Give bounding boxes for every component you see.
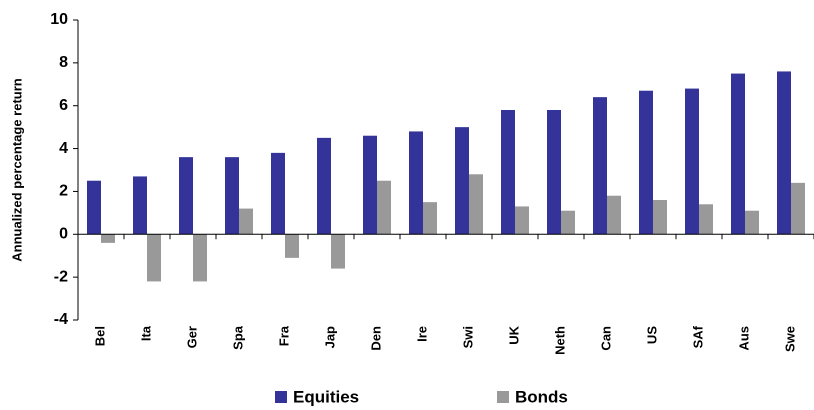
x-tick-label: Jap bbox=[322, 326, 337, 348]
x-tick-label: Fra bbox=[276, 325, 291, 346]
x-tick-label: Swe bbox=[782, 326, 797, 352]
bar bbox=[363, 135, 377, 235]
y-tick-label: 4 bbox=[59, 140, 68, 157]
y-tick-label: 0 bbox=[59, 226, 68, 243]
bar bbox=[745, 210, 759, 235]
bar bbox=[101, 234, 115, 243]
bar bbox=[777, 71, 791, 235]
legend-swatch bbox=[275, 391, 287, 403]
y-tick-label: 2 bbox=[59, 183, 68, 200]
bar bbox=[685, 88, 699, 235]
bar bbox=[331, 234, 345, 269]
x-tick-label: Spa bbox=[230, 325, 245, 350]
bar bbox=[561, 210, 575, 235]
y-tick-label: -2 bbox=[54, 268, 68, 285]
bar bbox=[179, 157, 193, 235]
bar bbox=[639, 90, 653, 235]
bar bbox=[317, 137, 331, 235]
bar bbox=[87, 180, 101, 235]
bar bbox=[147, 234, 161, 282]
bar bbox=[501, 110, 515, 235]
y-axis-label: Annualized percentage return bbox=[9, 78, 24, 262]
bar bbox=[271, 152, 285, 235]
bar bbox=[225, 157, 239, 235]
bar bbox=[193, 234, 207, 282]
x-tick-label: Ita bbox=[138, 325, 153, 341]
bar bbox=[285, 234, 299, 258]
x-tick-label: Can bbox=[598, 326, 613, 351]
y-tick-label: 6 bbox=[59, 97, 68, 114]
x-tick-label: Aus bbox=[736, 326, 751, 351]
bar bbox=[133, 176, 147, 235]
x-tick-label: US bbox=[644, 326, 659, 344]
bar bbox=[409, 131, 423, 235]
x-tick-label: Neth bbox=[552, 326, 567, 355]
x-tick-label: UK bbox=[506, 325, 521, 344]
y-tick-label: -4 bbox=[54, 311, 68, 328]
bar bbox=[377, 180, 391, 235]
x-tick-label: Ger bbox=[184, 326, 199, 348]
x-tick-label: SAf bbox=[690, 325, 705, 348]
bar bbox=[423, 202, 437, 235]
x-tick-label: Swi bbox=[460, 326, 475, 348]
y-tick-label: 10 bbox=[50, 11, 68, 28]
bar bbox=[547, 110, 561, 235]
bar bbox=[469, 174, 483, 235]
bar bbox=[593, 97, 607, 235]
y-tick-label: 8 bbox=[59, 54, 68, 71]
bar bbox=[607, 195, 621, 235]
legend-swatch bbox=[497, 391, 509, 403]
legend-label: Bonds bbox=[515, 387, 568, 406]
bar bbox=[239, 208, 253, 235]
bar bbox=[731, 73, 745, 235]
bar bbox=[455, 127, 469, 235]
bar bbox=[791, 182, 805, 235]
bar bbox=[515, 206, 529, 235]
x-tick-label: Den bbox=[368, 326, 383, 351]
legend-label: Equities bbox=[293, 387, 359, 406]
bar bbox=[699, 204, 713, 235]
x-tick-label: Ire bbox=[414, 326, 429, 342]
bar bbox=[653, 200, 667, 235]
x-tick-label: Bel bbox=[92, 326, 107, 346]
